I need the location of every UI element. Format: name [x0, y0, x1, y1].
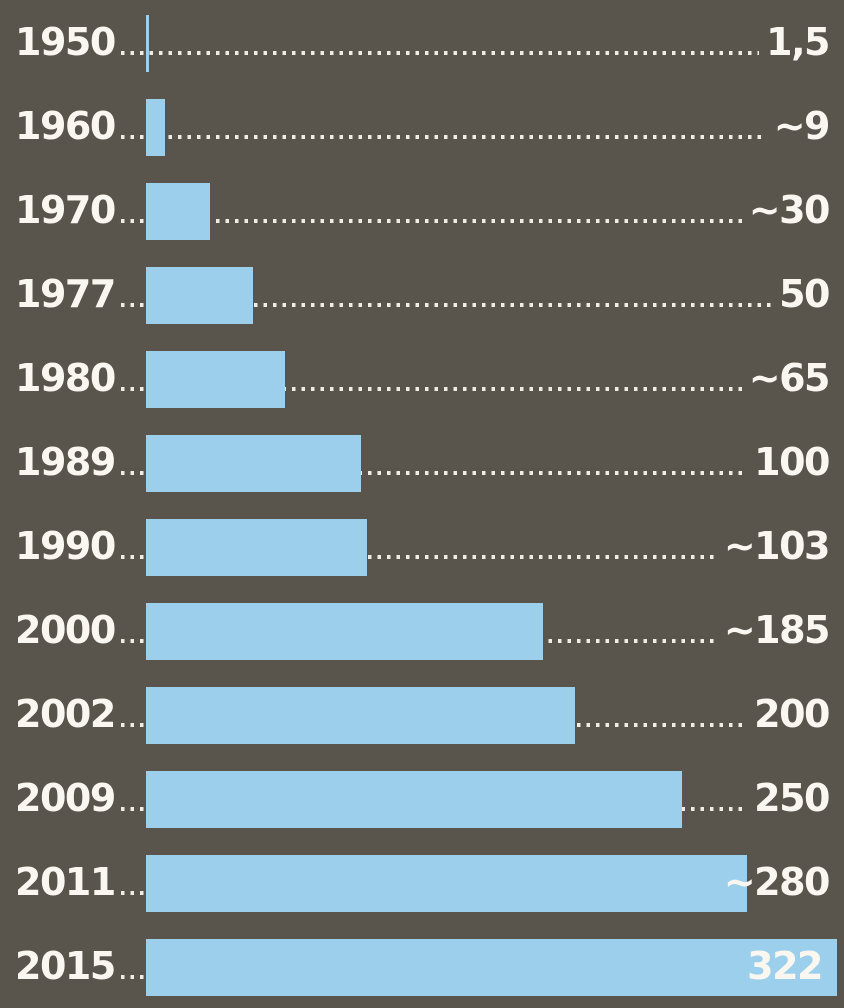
- value-label: ~9: [773, 104, 831, 148]
- value-label: ~185: [723, 608, 831, 652]
- year-label: 2002: [15, 692, 116, 736]
- dotted-leader-line: [120, 420, 748, 504]
- bar: [146, 267, 254, 324]
- chart-row: 1989 100: [0, 420, 844, 504]
- dotted-leader-line: [120, 168, 742, 252]
- bar: [146, 183, 211, 240]
- year-label: 2000: [15, 608, 116, 652]
- year-label: 2011: [15, 860, 116, 904]
- chart-row: 1977 50: [0, 252, 844, 336]
- bar: [146, 99, 166, 156]
- value-label: 250: [754, 776, 830, 820]
- chart-row: 2002 200: [0, 672, 844, 756]
- value-label: ~280: [723, 860, 831, 904]
- chart-row: 1960 ~9: [0, 84, 844, 168]
- value-label: 50: [779, 272, 830, 316]
- year-label: 1990: [15, 524, 116, 568]
- year-label: 1950: [15, 20, 116, 64]
- value-label: 100: [754, 440, 830, 484]
- year-label: 2015: [15, 944, 116, 988]
- bar: [146, 435, 361, 492]
- year-label: 1970: [15, 188, 116, 232]
- dotted-leader-line: [120, 84, 767, 168]
- bar: [146, 519, 368, 576]
- year-label: 1989: [15, 440, 116, 484]
- bar: [146, 603, 543, 660]
- chart-row: 1990 ~103: [0, 504, 844, 588]
- year-label: 1980: [15, 356, 116, 400]
- chart-row: 2011 ~280: [0, 840, 844, 924]
- bar: [146, 351, 286, 408]
- chart-row: 1970 ~30: [0, 168, 844, 252]
- bar: [146, 15, 150, 72]
- chart-row: 2015 322: [0, 924, 844, 1008]
- chart-row: 1980 ~65: [0, 336, 844, 420]
- dotted-leader-line: [120, 504, 717, 588]
- chart-row: 2009 250: [0, 756, 844, 840]
- year-label: 1977: [15, 272, 116, 316]
- year-label: 1960: [15, 104, 116, 148]
- value-label: 200: [754, 692, 830, 736]
- value-label: 1,5: [766, 20, 830, 64]
- chart-row: 2000 ~185: [0, 588, 844, 672]
- bar: [146, 687, 576, 744]
- chart-row: 1950 1,5: [0, 0, 844, 84]
- bar: [146, 939, 837, 996]
- value-label: ~103: [723, 524, 831, 568]
- dotted-leader-line: [120, 0, 760, 84]
- year-label: 2009: [15, 776, 116, 820]
- value-label: ~65: [748, 356, 831, 400]
- value-label: ~30: [748, 188, 831, 232]
- dotted-leader-line: [120, 252, 773, 336]
- bar: [146, 855, 747, 912]
- dotted-leader-line: [120, 336, 742, 420]
- value-label: 322: [747, 944, 823, 988]
- bar: [146, 771, 683, 828]
